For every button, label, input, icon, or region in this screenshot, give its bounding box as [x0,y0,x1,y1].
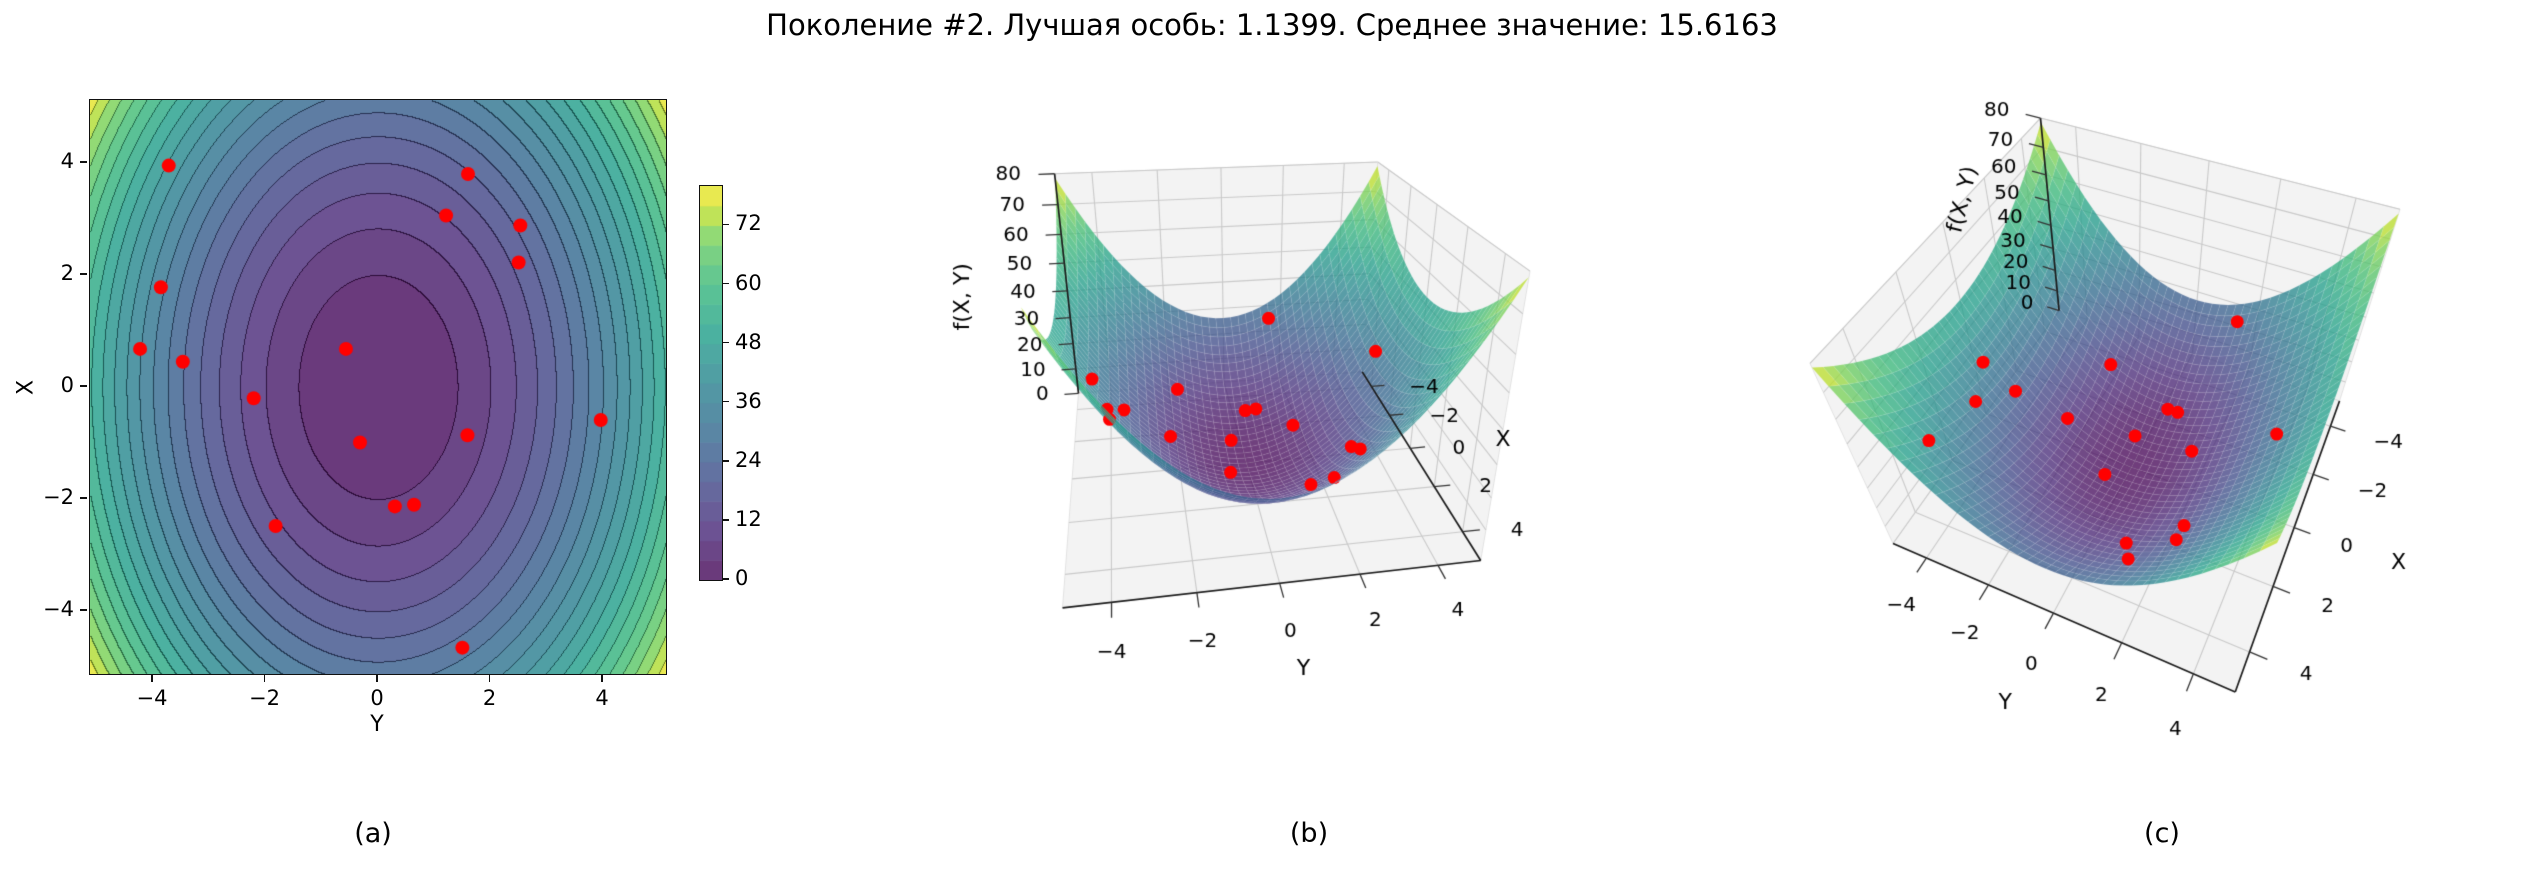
contour-y-tick-label: 2 [60,260,74,285]
tick-mark [80,273,87,275]
contour-y-tick-label: −4 [43,597,74,622]
colorbar-tick-label: 24 [735,447,762,472]
tick-mark [601,674,603,682]
colorbar-tick-label: 72 [735,211,762,236]
contour-x-tick-label: 2 [482,686,497,710]
tick-mark [151,674,153,682]
colorbar-tick-label: 12 [735,506,762,531]
contour-plot-canvas [89,99,667,675]
figure-title: Поколение #2. Лучшая особь: 1.1399. Сред… [766,8,1778,42]
contour-x-tick-label: −4 [136,686,168,710]
contour-y-tick-label: −2 [43,485,74,510]
contour-x-tick-label: 0 [370,686,384,710]
colorbar-tick-label: 36 [735,388,762,413]
colorbar-tick-label: 0 [735,566,749,590]
contour-y-tick-label: 4 [60,148,74,173]
surface3d-b-canvas [950,40,1650,810]
tick-mark [376,674,378,682]
tick-mark [722,519,729,521]
tick-mark [722,341,729,344]
tick-mark [722,578,729,580]
colorbar-tick-label: 48 [735,329,762,354]
colorbar-canvas [699,185,723,581]
tick-mark [80,497,87,499]
tick-mark [263,674,266,682]
tick-mark [80,385,87,387]
subplot-caption-b: (b) [1289,818,1329,849]
contour-x-tick-label: 4 [595,686,609,710]
colorbar-tick-label: 60 [735,270,762,295]
surface3d-c-canvas [1700,30,2544,820]
tick-mark [722,282,729,285]
tick-mark [722,223,729,226]
tick-mark [722,460,729,462]
tick-mark [722,400,729,403]
subplot-caption-c: (c) [2144,818,2180,849]
contour-x-tick-label: −2 [249,686,280,710]
subplot-caption-a: (a) [354,818,392,849]
tick-mark [80,609,87,611]
tick-mark [80,160,87,163]
tick-mark [488,674,491,682]
contour-y-tick-label: 0 [60,373,74,397]
contour-xaxis-label: Y [370,712,384,737]
